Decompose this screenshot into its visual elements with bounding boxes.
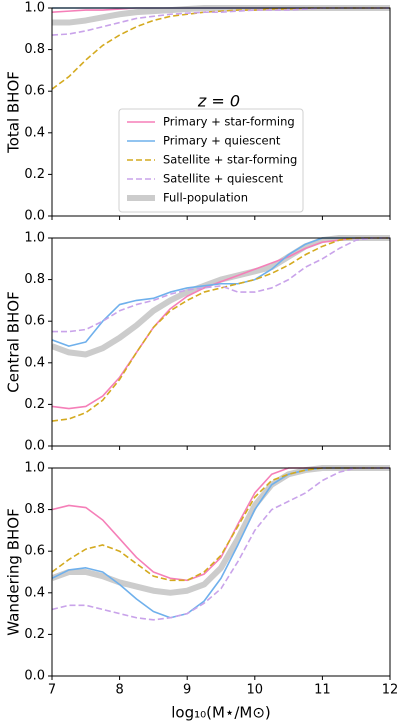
legend-label: Full-population [163,191,248,205]
legend-box [118,108,304,213]
y-tick-label: 0.8 [24,502,45,517]
y-tick-label: 0.8 [24,272,45,287]
y-axis-title: Wandering BHOF [5,508,23,635]
legend-label: Primary + star-forming [163,115,295,129]
series-line [52,467,390,619]
series-line [52,7,390,36]
plot-frame [51,237,391,447]
series-line [52,237,390,333]
y-tick-label: 0.4 [24,355,45,370]
y-tick-label: 0.6 [24,314,45,329]
x-axis-title: log₁₀(M⋆/M⊙) [171,704,271,722]
series-line [52,237,390,347]
y-axis-title: Central BHOF [5,291,23,392]
series-line [52,237,390,422]
x-tick-label: 9 [183,683,191,698]
y-tick-label: 1.0 [24,1,45,16]
series-line [52,237,390,410]
legend-label: Primary + quiescent [163,134,281,148]
y-tick-label: 1.0 [24,231,45,246]
y-tick-label: 0.6 [24,84,45,99]
y-tick-label: 0.4 [24,585,45,600]
x-tick-label: 12 [382,683,399,698]
series-line [52,465,390,596]
plot-frame [51,7,391,217]
y-tick-label: 1.0 [24,461,45,476]
y-tick-label: 0.2 [24,167,45,182]
y-tick-label: 0.8 [24,42,45,57]
y-tick-label: 0.2 [24,627,45,642]
plot-frame [51,467,391,677]
y-axis-title: Total BHOF [5,71,23,154]
y-tick-label: 0.0 [24,439,45,454]
legend-label: Satellite + star-forming [163,153,297,167]
series-line [52,467,390,621]
y-tick-label: 0.2 [24,397,45,412]
annotation: z = 0 [197,92,240,111]
x-tick-label: 10 [247,683,264,698]
series-line [52,467,390,582]
x-tick-label: 7 [48,683,56,698]
x-tick-label: 8 [115,683,123,698]
y-tick-label: 0.0 [24,669,45,684]
legend-label: Satellite + quiescent [163,172,284,186]
series-line [52,7,390,90]
y-tick-label: 0.4 [24,125,45,140]
x-tick-label: 11 [314,683,331,698]
y-tick-label: 0.6 [24,544,45,559]
series-line [52,235,390,358]
y-tick-label: 0.0 [24,209,45,224]
